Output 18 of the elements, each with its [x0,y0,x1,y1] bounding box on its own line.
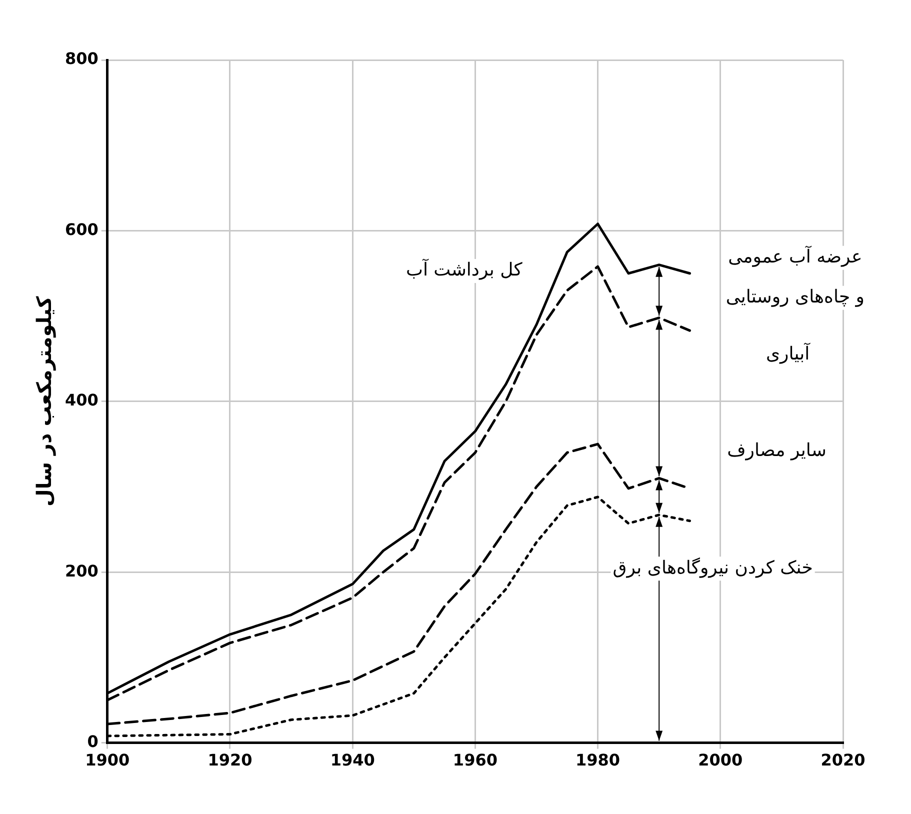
y-tick-label: 600 [64,220,98,239]
y-tick-label: 200 [64,561,98,580]
annotation: کل برداشت آب [406,258,523,281]
x-tick-label: 1960 [452,750,498,770]
x-tick-label: 1920 [208,750,252,770]
x-tick-label: 1900 [85,750,130,770]
x-tick-label: 2000 [698,750,743,770]
x-tick-label: 2020 [820,750,866,770]
y-tick-label: 800 [64,49,98,68]
annotation: آبیاری [766,342,811,365]
y-tick-label: 0 [87,732,98,751]
annotation: عرضه آب عمومی و چاه‌های روستایی [726,245,865,308]
annotation: سایر مصارف [727,440,826,461]
y-tick-label: 400 [64,390,98,410]
x-tick-label: 1980 [576,750,620,770]
annotation: خنک کردن نیروگاه‌های برق [612,556,813,578]
x-tick-label: 1940 [330,750,375,770]
y-axis-title: کیلومترمکعب در سال [32,296,56,506]
